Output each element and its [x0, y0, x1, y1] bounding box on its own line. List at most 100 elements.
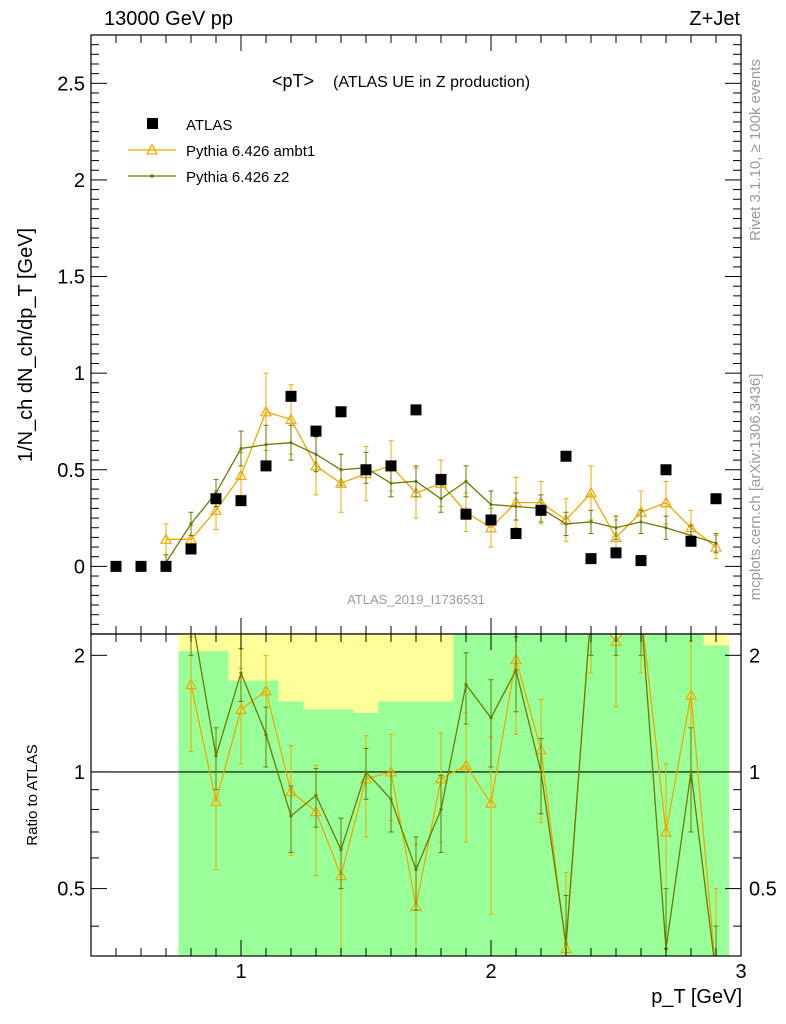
mc-point	[239, 446, 243, 451]
ratio-point	[684, 688, 698, 700]
y-tick-label: 1	[74, 363, 85, 385]
main-subtitle: (ATLAS UE in Z production)	[333, 74, 530, 91]
x-axis-label: p_T [GeV]	[651, 986, 742, 1008]
mc-point	[664, 526, 668, 530]
atlas-point	[235, 495, 247, 507]
atlas-point	[110, 560, 122, 572]
legend-marker-atlas	[147, 118, 158, 129]
x-tick-label: 1	[235, 961, 246, 983]
legend-label-atlas: ATLAS	[186, 117, 232, 134]
atlas-point	[685, 535, 697, 547]
ratio-y-tick-label: 2	[74, 645, 85, 667]
ratio-line-0	[190, 634, 715, 956]
atlas-point	[310, 425, 322, 437]
atlas-point	[635, 555, 647, 567]
mc-point	[639, 520, 643, 524]
mc-point	[584, 486, 598, 498]
y-tick-label: 0	[74, 556, 85, 578]
atlas-point	[660, 464, 672, 476]
mc-point	[264, 443, 268, 447]
mc-point	[314, 452, 318, 456]
atlas-point	[710, 493, 722, 505]
atlas-point	[335, 406, 347, 418]
atlas-point	[210, 493, 222, 505]
legend-marker-z2	[150, 174, 154, 178]
band-inner	[578, 634, 604, 956]
mc-point	[189, 522, 193, 526]
mc-point	[159, 533, 173, 544]
x-tick-label: 2	[485, 961, 496, 983]
ratio-point	[459, 759, 473, 770]
mc-point	[234, 469, 248, 481]
ratio-y-tick-label-right: 1	[749, 762, 760, 784]
mc-point	[184, 533, 198, 544]
mc-point	[564, 522, 568, 526]
ratio-y-tick-label-right: 2	[749, 645, 760, 667]
legend-label-ambt1: Pythia 6.426 ambt1	[186, 143, 315, 160]
main-plot: 0 0.5 1 1.5 2 2.5 ATLAS_2019_I1736531	[57, 34, 742, 635]
ratio-point	[484, 797, 498, 808]
mc-point	[439, 497, 443, 501]
ratio-y-tick-label-right: 0.5	[749, 879, 777, 901]
atlas-point	[410, 404, 422, 416]
mcplots-label: mcplots.cern.ch [arXiv:1306.3436]	[747, 374, 764, 601]
ratio-point	[234, 703, 248, 715]
atlas-point	[185, 543, 197, 555]
mc-point	[339, 468, 343, 472]
mc-point	[389, 481, 393, 485]
y-tick-label: 0.5	[57, 460, 85, 482]
ratio-plot: 0.5 0.5 1 1 2 2 1 2 3	[57, 606, 777, 983]
ratio-y-axis-label: Ratio to ATLAS	[24, 744, 41, 845]
atlas-point	[610, 547, 622, 559]
y-tick-label: 2	[74, 170, 85, 192]
atlas-point	[510, 528, 522, 540]
ratio-point	[639, 610, 642, 613]
mc-point	[484, 521, 498, 533]
ratio-point	[659, 825, 673, 837]
ratio-point	[464, 683, 468, 687]
mc-point	[289, 441, 293, 445]
atlas-point	[560, 450, 572, 462]
ratio-point	[586, 606, 596, 615]
ratio-point	[314, 793, 318, 797]
ratio-y-tick-label: 1	[74, 762, 85, 784]
ratio-line-1	[194, 634, 715, 956]
y-tick-label: 1.5	[57, 267, 85, 289]
atlas-point	[135, 560, 147, 572]
mc-point	[589, 520, 593, 524]
ratio-point	[489, 716, 493, 720]
ratio-y-tick-label: 0.5	[57, 879, 85, 901]
mc-point	[334, 477, 348, 488]
ratio-point	[564, 942, 568, 946]
x-tick-label: 3	[735, 961, 746, 983]
ratio-point	[339, 848, 343, 852]
mc-point	[609, 531, 623, 542]
atlas-point	[435, 473, 447, 485]
legend-marker-ambt1	[145, 143, 159, 155]
ratio-point	[636, 606, 646, 615]
mc-point	[209, 504, 223, 515]
ratio-point	[714, 973, 717, 976]
ratio-point	[209, 795, 223, 806]
mc-point	[714, 541, 718, 545]
mc-point	[614, 526, 618, 530]
rivet-label: Rivet 3.1.10, ≥ 100k events	[747, 59, 764, 241]
ratio-point	[439, 807, 443, 812]
ratio-point	[259, 684, 273, 696]
atlas-point	[360, 464, 372, 476]
mc-point	[284, 413, 298, 425]
mc-point	[464, 479, 468, 483]
ratio-point	[514, 668, 518, 672]
band-inner	[628, 634, 654, 956]
mc-point	[414, 479, 418, 483]
ratio-point	[214, 754, 218, 758]
legend-label-z2: Pythia 6.426 z2	[186, 169, 289, 186]
ratio-point	[184, 678, 198, 690]
atlas-point	[260, 460, 272, 472]
ratio-point	[264, 732, 268, 737]
header-right: Z+Jet	[689, 8, 740, 30]
ratio-point	[689, 770, 693, 774]
mc-point	[659, 496, 673, 508]
atlas-point	[460, 508, 472, 520]
